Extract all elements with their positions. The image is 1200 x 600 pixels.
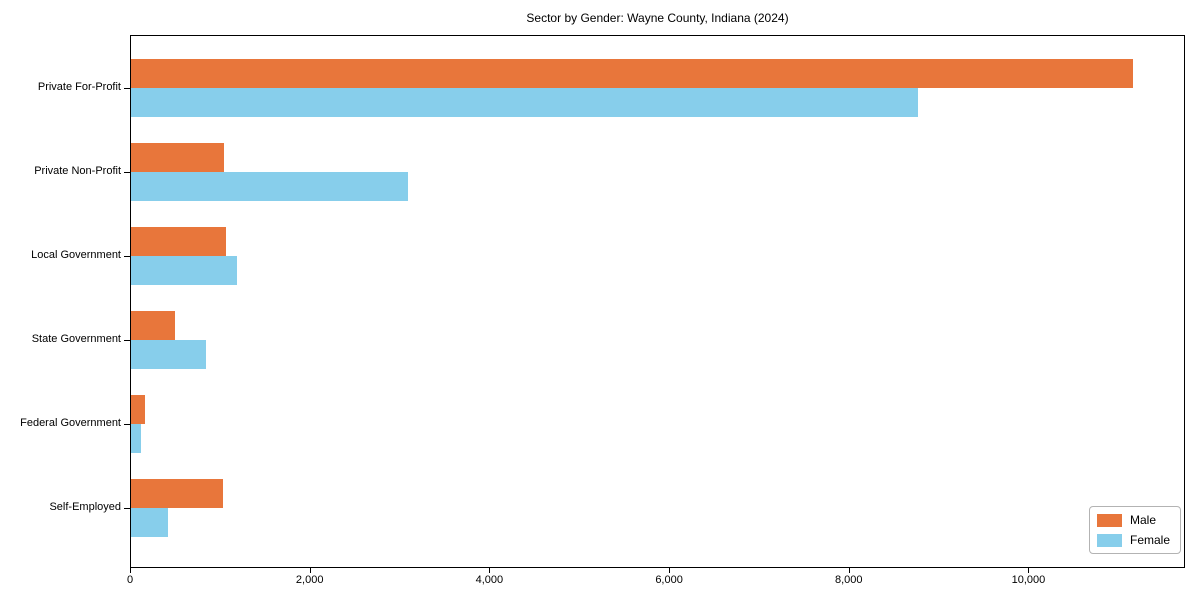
bar-female-3 bbox=[131, 340, 207, 369]
x-tick-mark bbox=[130, 568, 131, 573]
chart-title: Sector by Gender: Wayne County, Indiana … bbox=[526, 11, 789, 25]
legend-swatch-female bbox=[1096, 533, 1122, 547]
x-tick-mark bbox=[1028, 568, 1030, 573]
y-tick-mark bbox=[124, 424, 130, 425]
legend-item-male: Male bbox=[1096, 513, 1170, 527]
x-tick-label: 0 bbox=[126, 574, 134, 586]
y-tick-mark bbox=[124, 340, 130, 341]
bar-male-4 bbox=[131, 395, 145, 424]
y-tick-label: Private For-Profit bbox=[37, 81, 121, 93]
x-tick-label: 10,000 bbox=[1011, 574, 1046, 586]
bar-female-4 bbox=[131, 424, 141, 453]
legend-label: Female bbox=[1129, 533, 1170, 547]
y-tick-label: Federal Government bbox=[20, 417, 121, 429]
y-tick-label: Private Non-Profit bbox=[34, 165, 121, 177]
x-tick-mark bbox=[309, 568, 311, 573]
y-tick-mark bbox=[124, 256, 130, 257]
legend: Male Female bbox=[1088, 506, 1181, 554]
x-tick-label: 2,000 bbox=[295, 574, 324, 586]
bar-male-1 bbox=[131, 143, 225, 172]
x-tick-mark bbox=[848, 568, 850, 573]
plot-area: Male Female bbox=[130, 35, 1185, 568]
y-tick-label: State Government bbox=[31, 333, 121, 345]
bar-male-2 bbox=[131, 227, 226, 256]
legend-item-female: Female bbox=[1096, 533, 1170, 547]
x-tick-label: 6,000 bbox=[655, 574, 683, 586]
y-tick-mark bbox=[124, 508, 130, 509]
x-tick-label: 4,000 bbox=[475, 574, 504, 586]
bar-male-0 bbox=[131, 59, 1133, 88]
bar-male-5 bbox=[131, 479, 223, 508]
x-tick-mark bbox=[489, 568, 491, 573]
x-tick-mark bbox=[669, 568, 671, 573]
bar-female-2 bbox=[131, 256, 238, 285]
y-tick-mark bbox=[124, 172, 130, 173]
legend-swatch-male bbox=[1096, 513, 1122, 527]
legend-label: Male bbox=[1129, 513, 1156, 527]
y-tick-label: Local Government bbox=[31, 249, 121, 261]
bar-female-1 bbox=[131, 172, 408, 201]
bar-female-5 bbox=[131, 508, 168, 537]
bar-male-3 bbox=[131, 311, 176, 340]
y-tick-mark bbox=[124, 88, 130, 89]
x-tick-label: 8,000 bbox=[835, 574, 863, 586]
bar-female-0 bbox=[131, 88, 919, 117]
y-tick-label: Self-Employed bbox=[49, 501, 121, 513]
